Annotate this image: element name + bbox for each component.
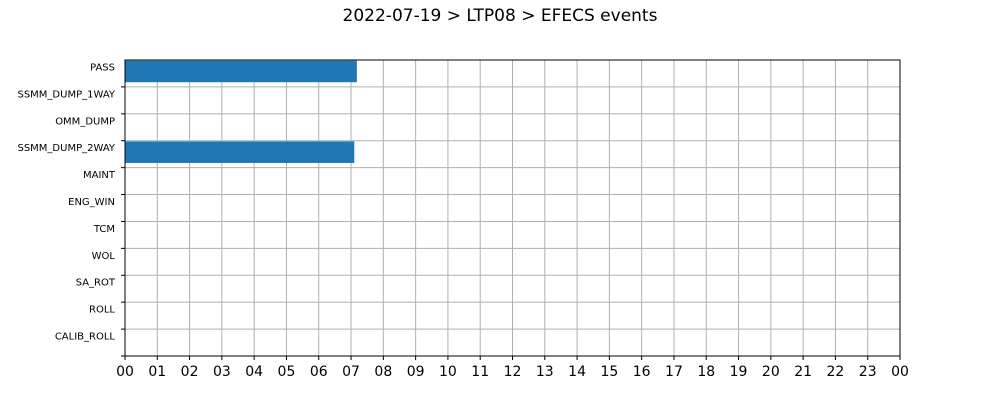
y-tick-label: MAINT bbox=[83, 170, 116, 181]
bar-layer bbox=[125, 60, 357, 163]
y-tick-label: WOL bbox=[92, 251, 116, 262]
x-axis: 00 01 02 03 04 05 06 07 08 09 10 11 12 13 14 15 16 17 18 19… bbox=[116, 356, 909, 380]
x-tick-label: 17 bbox=[665, 364, 683, 380]
x-tick-label: 00 bbox=[891, 364, 909, 380]
bar-ssmm-dump-2way bbox=[125, 141, 355, 163]
x-tick-label: 15 bbox=[600, 364, 618, 380]
x-tick-label: 10 bbox=[439, 364, 457, 380]
x-tick-label: 04 bbox=[245, 364, 263, 380]
x-tick-label: 13 bbox=[536, 364, 554, 380]
y-tick-label: SSMM_DUMP_2WAY bbox=[17, 143, 115, 154]
x-tick-label: 00 bbox=[116, 364, 134, 380]
x-tick-label: 09 bbox=[407, 364, 425, 380]
x-tick-label: 03 bbox=[213, 364, 231, 380]
y-axis: PASS SSMM_DUMP_1WAY OMM_DUMP SSMM_DUMP_2WAY… bbox=[17, 62, 125, 357]
x-tick-label: 20 bbox=[762, 364, 780, 380]
x-tick-label: 23 bbox=[859, 364, 877, 380]
chart-title: 2022-07-19 > LTP08 > EFECS events bbox=[342, 6, 658, 26]
x-tick-label: 07 bbox=[342, 364, 360, 380]
x-tick-label: 14 bbox=[568, 364, 586, 380]
x-tick-label: 01 bbox=[148, 364, 166, 380]
y-tick-label: TCM bbox=[93, 224, 115, 235]
bar-pass bbox=[125, 60, 357, 83]
x-tick-label: 06 bbox=[310, 364, 328, 380]
grid-layer bbox=[124, 60, 901, 356]
x-tick-label: 22 bbox=[827, 364, 845, 380]
x-tick-label: 16 bbox=[633, 364, 651, 380]
x-tick-label: 02 bbox=[181, 364, 199, 380]
x-tick-label: 08 bbox=[374, 364, 392, 380]
y-tick-label: OMM_DUMP bbox=[55, 116, 115, 127]
x-tick-label: 11 bbox=[471, 364, 489, 380]
y-tick-label: SA_ROT bbox=[76, 278, 116, 289]
x-tick-label: 19 bbox=[730, 364, 748, 380]
x-tick-label: 21 bbox=[794, 364, 812, 380]
y-tick-label: PASS bbox=[90, 62, 115, 73]
y-tick-label: CALIB_ROLL bbox=[55, 332, 116, 343]
x-tick-label: 12 bbox=[504, 364, 522, 380]
y-tick-label: ROLL bbox=[89, 305, 115, 316]
x-tick-label: 05 bbox=[278, 364, 296, 380]
x-tick-label: 18 bbox=[697, 364, 715, 380]
y-tick-label: ENG_WIN bbox=[68, 197, 115, 208]
y-tick-label: SSMM_DUMP_1WAY bbox=[17, 89, 115, 100]
